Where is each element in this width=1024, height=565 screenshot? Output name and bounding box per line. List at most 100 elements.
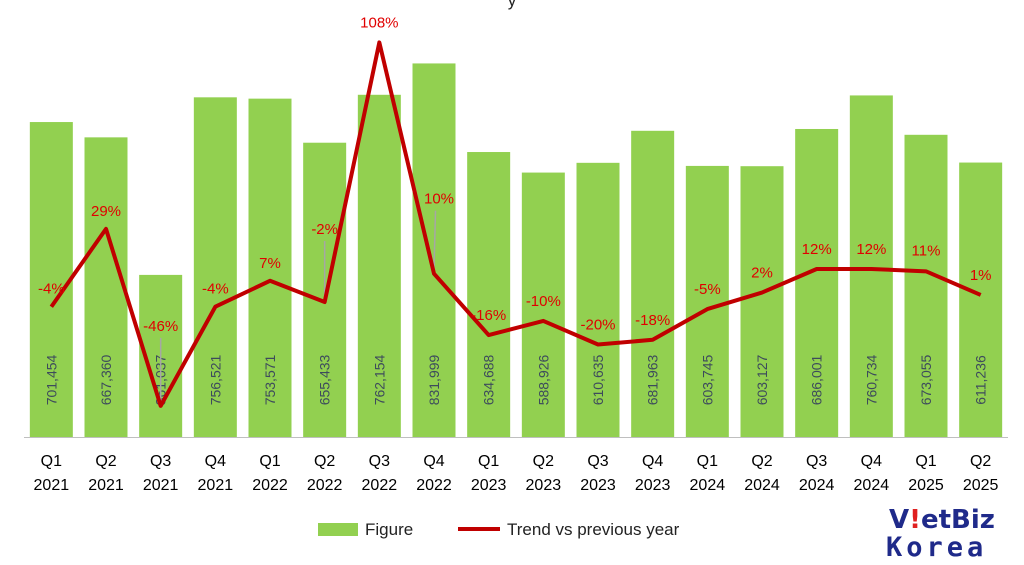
bar	[521, 172, 565, 438]
leader-lines	[159, 210, 437, 402]
trend-percent-label: -46%	[143, 318, 178, 335]
bar-value-label: 673,055	[918, 354, 934, 405]
x-tick-year: 2025	[963, 477, 999, 494]
x-tick-year: 2023	[635, 477, 671, 494]
trend-percent-label: -5%	[694, 281, 721, 298]
bars-layer	[29, 63, 1003, 438]
bar-value-label: 760,734	[863, 354, 879, 405]
bar-value-label: 701,454	[43, 354, 59, 405]
x-tick-quarter: Q3	[150, 453, 171, 470]
x-tick-year: 2022	[416, 477, 452, 494]
bar	[740, 166, 784, 437]
logo-text-vietbiz: V!etBiz	[889, 505, 995, 535]
x-tick-quarter: Q4	[205, 453, 226, 470]
x-tick-quarter: Q1	[41, 453, 62, 470]
x-tick-year: 2023	[526, 477, 562, 494]
vietbiz-korea-logo: V!etBiz Korea	[886, 505, 995, 563]
trend-percent-label: -4%	[38, 281, 65, 298]
x-axis-tick-labels: Q1 2021 Q2 2021 Q3 2021 Q4 2021 Q1 2022 Q2 2022 Q3 20…	[34, 453, 999, 494]
x-tick-quarter: Q2	[533, 453, 554, 470]
x-tick-year: 2024	[854, 477, 890, 494]
x-tick-year: 2022	[362, 477, 398, 494]
x-tick-year: 2024	[690, 477, 726, 494]
bar-value-label: 603,127	[754, 354, 770, 405]
legend-label-figure: Figure	[365, 520, 413, 539]
x-tick-year: 2021	[34, 477, 70, 494]
x-tick-quarter: Q4	[423, 453, 444, 470]
bar	[685, 165, 729, 437]
bar-value-label: 831,999	[426, 354, 442, 405]
trend-percent-label: 7%	[259, 255, 281, 272]
bar-value-label: 681,963	[645, 354, 661, 405]
x-tick-year: 2024	[799, 477, 835, 494]
leader-line	[433, 210, 437, 270]
trend-percent-label: -16%	[471, 307, 506, 324]
x-tick-quarter: Q3	[369, 453, 390, 470]
bar	[248, 98, 292, 438]
x-tick-quarter: Q1	[697, 453, 718, 470]
bar-value-labels: 701,454 667,360 361,037 756,521 753,571 655,4…	[43, 354, 988, 405]
bar	[193, 97, 237, 437]
x-tick-quarter: Q2	[970, 453, 991, 470]
legend: Figure Trend vs previous year	[318, 520, 680, 539]
bar-value-label: 611,236	[973, 355, 989, 405]
trend-percent-labels: -4% 29% -46% -4% 7% -2% 108% 10% -16% -10% -20% -18…	[38, 14, 992, 334]
bar-value-label: 588,926	[535, 354, 551, 405]
chart-title-fragment: y	[508, 0, 517, 10]
bar-value-label: 603,745	[699, 354, 715, 405]
trend-percent-label: 10%	[424, 191, 454, 208]
bar	[29, 122, 73, 438]
trend-line-layer	[49, 40, 982, 408]
x-tick-quarter: Q3	[587, 453, 608, 470]
bar-value-label: 655,433	[317, 354, 333, 405]
x-tick-year: 2021	[143, 477, 179, 494]
bar	[357, 94, 401, 438]
x-tick-quarter: Q3	[806, 453, 827, 470]
trend-percent-label: 2%	[751, 265, 773, 282]
trend-percent-label: 1%	[970, 267, 992, 284]
x-tick-quarter: Q4	[861, 453, 882, 470]
logo-text-korea: Korea	[886, 532, 987, 563]
x-tick-year: 2021	[88, 477, 124, 494]
x-tick-year: 2023	[471, 477, 507, 494]
x-tick-quarter: Q2	[95, 453, 116, 470]
x-tick-quarter: Q2	[314, 453, 335, 470]
x-tick-quarter: Q2	[751, 453, 772, 470]
x-tick-year: 2024	[744, 477, 780, 494]
bar-value-label: 667,360	[98, 354, 114, 405]
bar-value-label: 634,688	[481, 354, 497, 405]
legend-label-trend: Trend vs previous year	[507, 520, 680, 539]
trend-percent-label: -20%	[580, 317, 615, 334]
bar-value-label: 686,001	[809, 354, 825, 405]
x-tick-quarter: Q1	[915, 453, 936, 470]
trend-line	[49, 40, 982, 408]
trend-percent-label: -18%	[635, 312, 670, 329]
x-tick-year: 2022	[307, 477, 343, 494]
x-tick-year: 2023	[580, 477, 616, 494]
bar	[849, 95, 893, 438]
trend-percent-label: 108%	[360, 14, 398, 31]
trend-percent-label: -4%	[202, 281, 229, 298]
bar	[631, 130, 675, 437]
legend-swatch-figure	[318, 523, 358, 536]
bar	[959, 162, 1003, 437]
bar	[576, 162, 620, 437]
trend-percent-label: -10%	[526, 293, 561, 310]
x-tick-year: 2022	[252, 477, 288, 494]
x-tick-quarter: Q1	[478, 453, 499, 470]
bar	[795, 128, 839, 438]
bar	[84, 137, 128, 438]
x-tick-quarter: Q4	[642, 453, 663, 470]
bar	[467, 152, 511, 437]
x-tick-year: 2025	[908, 477, 944, 494]
bar-value-label: 610,635	[590, 354, 606, 405]
trend-percent-label: 12%	[856, 241, 886, 258]
bar	[904, 134, 948, 437]
trend-percent-label: 12%	[802, 241, 832, 258]
trend-percent-label: -2%	[311, 221, 338, 238]
bar-value-label: 753,571	[262, 354, 278, 405]
x-tick-quarter: Q1	[259, 453, 280, 470]
trend-percent-label: 29%	[91, 203, 121, 220]
